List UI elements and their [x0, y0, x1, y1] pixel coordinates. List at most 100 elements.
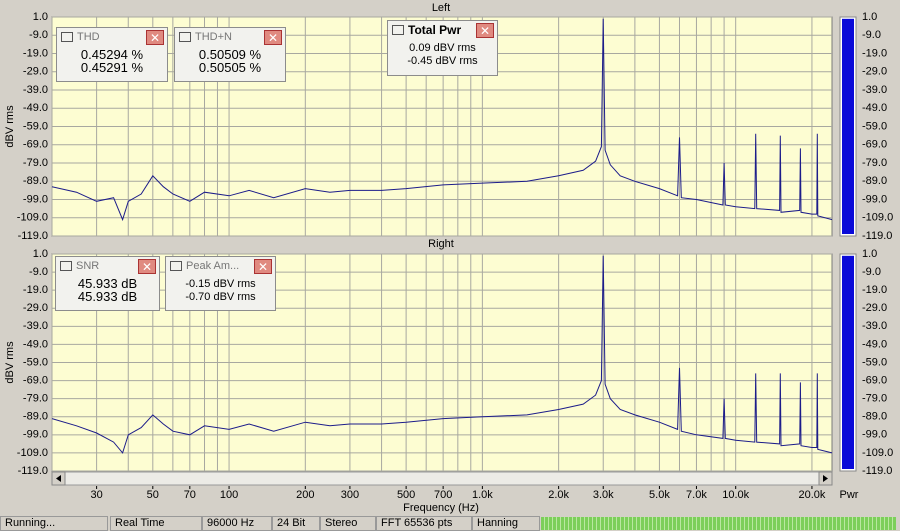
y-tick-label: -29.0	[23, 302, 48, 314]
status-cell: Running...	[0, 516, 108, 531]
y-tick-label: -9.0	[29, 266, 48, 278]
x-axis-label: Frequency (Hz)	[403, 502, 479, 514]
meter-tick-label: -89.0	[862, 175, 887, 187]
meter-bar	[842, 18, 854, 235]
y-tick-label: -49.0	[23, 338, 48, 350]
widget-header: THD ✕	[57, 28, 167, 46]
x-tick-label: 20.0k	[798, 489, 825, 501]
status-cell: Real Time	[110, 516, 202, 531]
y-tick-label: -109.0	[17, 212, 48, 224]
y-tick-label: -89.0	[23, 411, 48, 423]
x-tick-label: 1.0k	[472, 489, 493, 501]
widget-title: THD	[77, 31, 100, 43]
y-tick-label: 1.0	[33, 11, 48, 23]
y-tick-label: -39.0	[23, 84, 48, 96]
meter-tick-label: -99.0	[862, 193, 887, 205]
widget-title: Peak Am...	[186, 260, 240, 272]
y-tick-label: -39.0	[23, 320, 48, 332]
meter-tick-label: -19.0	[862, 284, 887, 296]
widget-icon	[392, 25, 404, 35]
widget-header: THD+N ✕	[175, 28, 285, 46]
close-button[interactable]: ✕	[138, 258, 156, 274]
x-tick-label: 100	[220, 489, 238, 501]
measurement-widget: THD+N ✕ 0.50509 % 0.50505 %	[174, 27, 286, 82]
widget-value: 45.933 dB	[77, 276, 138, 291]
meter-tick-label: -29.0	[862, 66, 887, 78]
widget-value: -0.70 dBV rms	[185, 291, 256, 303]
arrow-icon	[56, 475, 61, 482]
meter-tick-label: -9.0	[862, 266, 881, 278]
x-tick-label: 500	[397, 489, 415, 501]
measurement-widget: Total Pwr ✕ 0.09 dBV rms -0.45 dBV rms	[387, 20, 498, 76]
measurement-widget: SNR ✕ 45.933 dB 45.933 dB	[55, 256, 160, 311]
spectrum-line	[51, 255, 833, 454]
y-tick-label: -109.0	[17, 447, 48, 459]
status-cell: 96000 Hz	[202, 516, 272, 531]
widget-value: 0.45291 %	[80, 60, 144, 75]
x-tick-label: 10.0k	[722, 489, 749, 501]
meter-tick-label: -79.0	[862, 393, 887, 405]
status-cell: Stereo	[320, 516, 376, 531]
meter-tick-label: -109.0	[862, 212, 893, 224]
meter-tick-label: -69.0	[862, 139, 887, 151]
y-tick-label: -19.0	[23, 47, 48, 59]
meter-tick-label: 1.0	[862, 248, 877, 260]
meter-tick-label: -69.0	[862, 374, 887, 386]
y-tick-label: -89.0	[23, 175, 48, 187]
status-cell: 24 Bit	[272, 516, 320, 531]
x-tick-label: 300	[341, 489, 359, 501]
widget-icon	[61, 32, 73, 42]
status-bar: Running... Real Time 96000 Hz 24 Bit Stereo F…	[0, 516, 900, 531]
y-axis-label: dBV rms	[4, 105, 16, 148]
widget-value: 0.09 dBV rms	[409, 42, 476, 54]
y-tick-label: -79.0	[23, 157, 48, 169]
widget-title: THD+N	[195, 31, 232, 43]
y-tick-label: -59.0	[23, 120, 48, 132]
y-tick-label: -29.0	[23, 66, 48, 78]
scrollbar[interactable]	[51, 471, 833, 486]
widget-icon	[179, 32, 191, 42]
y-tick-label: -119.0	[18, 230, 48, 242]
meter-tick-label: -39.0	[862, 320, 887, 332]
widget-title: SNR	[76, 260, 100, 272]
chart-title: Right	[428, 238, 454, 250]
y-tick-label: -99.0	[23, 429, 48, 441]
x-tick-label: 7.0k	[686, 489, 707, 501]
widget-value: 0.45294 %	[80, 47, 144, 62]
x-tick-label: 3.0k	[593, 489, 614, 501]
meter-tick-label: -9.0	[862, 29, 881, 41]
close-button[interactable]: ✕	[146, 29, 164, 45]
widget-title: Total Pwr	[408, 23, 462, 37]
y-tick-label: -9.0	[29, 29, 48, 41]
x-tick-label: 70	[184, 489, 196, 501]
y-tick-label: -119.0	[18, 465, 48, 477]
close-button[interactable]: ✕	[254, 258, 272, 274]
meter-tick-label: -29.0	[862, 302, 887, 314]
measurement-widget: THD ✕ 0.45294 % 0.45291 %	[56, 27, 168, 82]
y-axis-label: dBV rms	[4, 341, 16, 384]
y-tick-label: -59.0	[23, 356, 48, 368]
widget-icon	[60, 261, 72, 271]
meter-tick-label: -119.0	[862, 230, 892, 242]
meter-tick-label: -89.0	[862, 411, 887, 423]
widget-value: 0.50509 %	[198, 47, 262, 62]
x-tick-label: 30	[90, 489, 102, 501]
close-button[interactable]: ✕	[476, 22, 494, 38]
status-cell: FFT 65536 pts	[376, 516, 472, 531]
meter-tick-label: 1.0	[862, 11, 877, 23]
level-meter	[541, 517, 896, 530]
y-tick-label: -19.0	[23, 284, 48, 296]
y-tick-label: 1.0	[33, 248, 48, 260]
meter-tick-label: -99.0	[862, 429, 887, 441]
widget-header: Peak Am... ✕	[166, 257, 275, 275]
widget-icon	[170, 261, 182, 271]
close-button[interactable]: ✕	[264, 29, 282, 45]
meter-tick-label: -79.0	[862, 157, 887, 169]
meter-bar	[842, 255, 854, 469]
meter-label: Pwr	[840, 489, 859, 501]
widget-value: -0.45 dBV rms	[407, 55, 478, 67]
meter-tick-label: -49.0	[862, 338, 887, 350]
x-tick-label: 2.0k	[548, 489, 569, 501]
spectrum-line	[51, 18, 833, 222]
